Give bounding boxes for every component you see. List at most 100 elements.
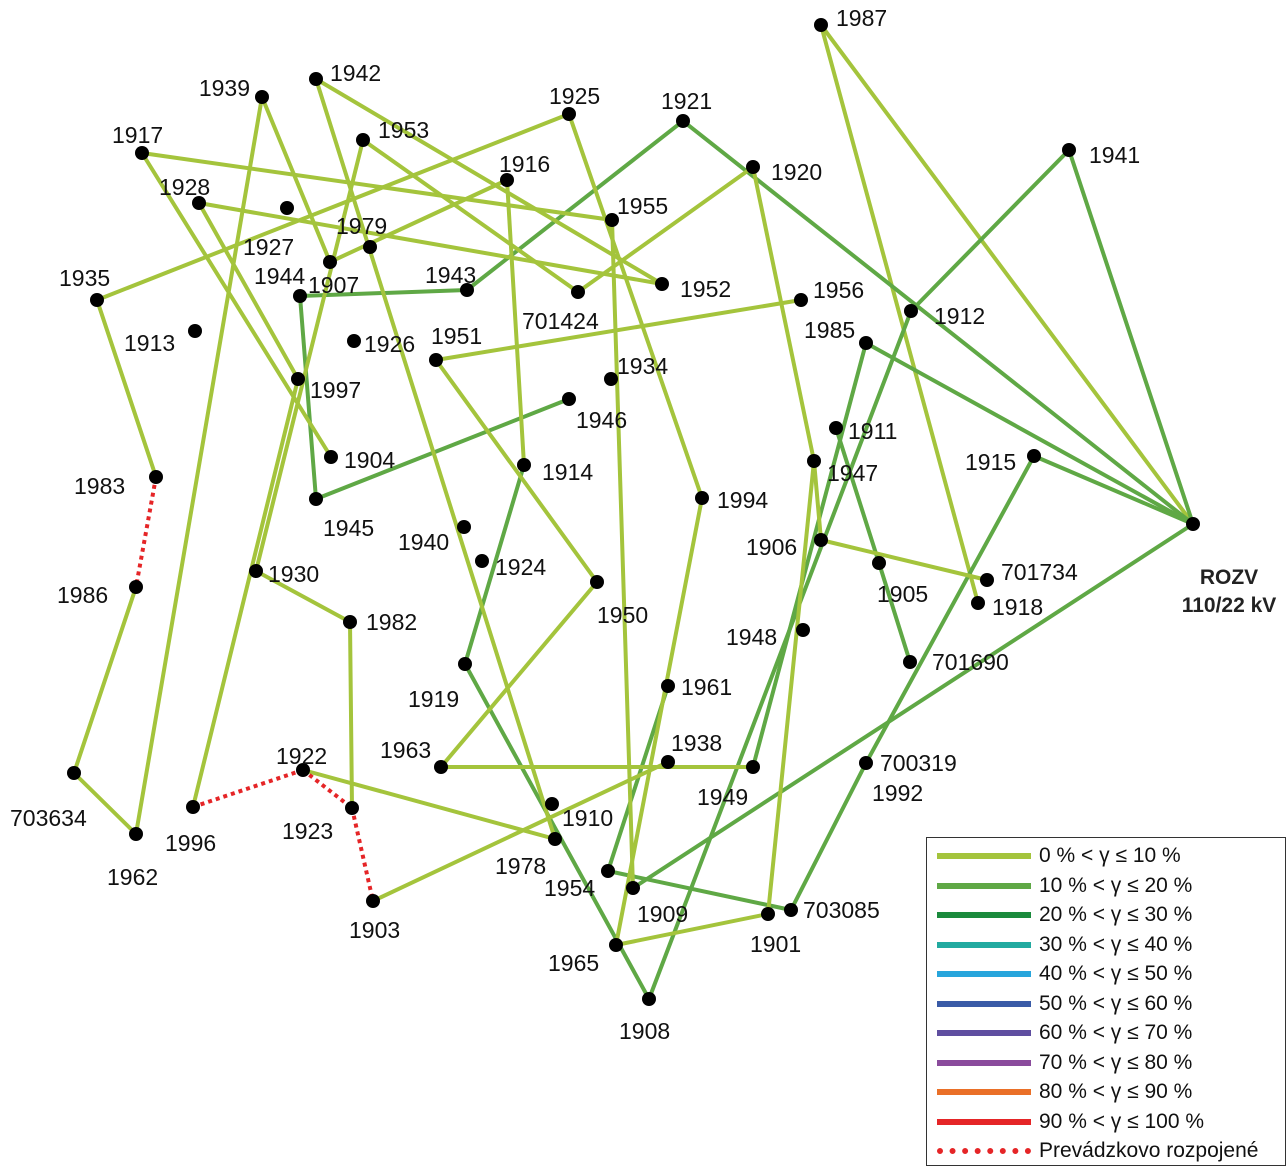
line-1956-1951 [434, 298, 803, 362]
node-1941 [1062, 143, 1076, 157]
node-701690 [903, 655, 917, 669]
line-1997-1996 [191, 377, 300, 809]
node-1919 [458, 657, 472, 671]
node-1983 [149, 470, 163, 484]
node-1982 [343, 615, 357, 629]
line-1953-701424 [361, 138, 580, 294]
line-1930-1982 [254, 569, 352, 624]
node-1994 [695, 491, 709, 505]
node-label-1944: 1944 [254, 263, 305, 289]
node-label-1994: 1994 [717, 487, 768, 513]
node-1956 [794, 293, 808, 307]
line-1942-1978 [314, 77, 557, 841]
node-label-1950: 1950 [597, 602, 648, 628]
node-label-1955: 1955 [617, 193, 668, 219]
line-1928-1952 [197, 201, 664, 286]
node-1934 [604, 372, 618, 386]
node-1930 [249, 564, 263, 578]
node-label-1924: 1924 [495, 554, 546, 580]
legend-item-60-70: 60 % < γ ≤ 70 % [937, 1018, 1192, 1048]
node-label-1913: 1913 [124, 330, 175, 356]
node-label-1917: 1917 [112, 122, 163, 148]
node-1963 [434, 760, 448, 774]
node-label-1901: 1901 [750, 931, 801, 957]
line-1947-1906 [812, 459, 823, 542]
legend-item-open: Prevádzkovo rozpojené [937, 1136, 1258, 1166]
line-1985-ROZV [864, 341, 1195, 526]
node-703634 [67, 766, 81, 780]
line-1905-701690 [877, 561, 912, 664]
node-label-1920: 1920 [771, 159, 822, 185]
line-1950-1963 [439, 580, 599, 769]
node-label-701734: 701734 [1001, 559, 1078, 585]
node-label-700319: 700319 [880, 750, 957, 776]
legend-swatch-60-70 [937, 1030, 1031, 1036]
legend-label-50-60: 50 % < γ ≤ 60 % [1039, 991, 1193, 1015]
line-ROZV-1909 [631, 522, 1195, 890]
node-label-1930: 1930 [268, 561, 319, 587]
line-1945-1946 [314, 397, 571, 501]
line-703634-1962 [72, 771, 138, 836]
legend-label-40-50: 40 % < γ ≤ 50 % [1039, 962, 1193, 985]
node-1907 [323, 255, 337, 269]
line-1944-1945 [298, 294, 318, 501]
line-1917-1904 [140, 151, 333, 459]
node-label-1910: 1910 [562, 805, 613, 831]
node-label-1919: 1919 [408, 686, 459, 712]
line-1985-1949 [751, 341, 868, 769]
node-703085 [784, 903, 798, 917]
node-1915 [1027, 449, 1041, 463]
node-1923 [345, 801, 359, 815]
line-1939-1907 [260, 95, 332, 264]
node-1939 [255, 90, 269, 104]
node-1949 [746, 760, 760, 774]
node-label-1985: 1985 [804, 317, 855, 343]
node-1903 [366, 894, 380, 908]
legend-swatch-80-90 [937, 1089, 1031, 1095]
node-label-1996: 1996 [165, 830, 216, 856]
node-label-1941: 1941 [1089, 142, 1140, 168]
node-label-1923: 1923 [282, 818, 333, 844]
node-label-1906: 1906 [746, 534, 797, 560]
line-1996-1922 [192, 768, 304, 809]
node-701424 [571, 285, 585, 299]
node-1911 [829, 421, 843, 435]
node-label-1956: 1956 [813, 277, 864, 303]
legend-item-80-90: 80 % < γ ≤ 90 % [937, 1077, 1192, 1107]
legend-swatch-90-100 [937, 1118, 1031, 1125]
node-label-703085: 703085 [803, 897, 880, 923]
node-label-1934: 1934 [617, 353, 668, 379]
line-1935-1983 [95, 298, 158, 479]
line-1978-1922 [301, 768, 557, 841]
node-label-1939: 1939 [199, 75, 250, 101]
line-1986-703634 [72, 585, 138, 775]
node-label-1986: 1986 [57, 582, 108, 608]
legend-item-20-30: 20 % < γ ≤ 30 % [937, 900, 1192, 930]
node-label-703634: 703634 [10, 805, 87, 831]
node-label-1978: 1978 [495, 853, 546, 879]
node-label-1951: 1951 [431, 323, 482, 349]
node-label-1946: 1946 [576, 407, 627, 433]
node-701734 [980, 573, 994, 587]
line-1923-1903 [350, 807, 375, 902]
line-1906-701734 [819, 538, 989, 582]
node-1948 [796, 623, 810, 637]
node-label-1940: 1940 [398, 529, 449, 555]
node-1917 [135, 146, 149, 160]
legend-label-80-90: 80 % < γ ≤ 90 % [1039, 1080, 1193, 1103]
node-1928 [192, 196, 206, 210]
node-1910 [545, 797, 559, 811]
node-1954 [601, 864, 615, 878]
node-label-1911: 1911 [848, 418, 897, 444]
legend-label-0-10: 0 % < γ ≤ 10 % [1039, 844, 1181, 867]
node-1916 [500, 173, 514, 187]
node-1913 [188, 324, 202, 338]
legend-label-10-20: 10 % < γ ≤ 20 % [1039, 873, 1193, 897]
legend-label-20-30: 20 % < γ ≤ 30 % [1039, 903, 1193, 926]
node-1965 [609, 938, 623, 952]
node-label-1925: 1925 [549, 83, 600, 109]
node-label-1945: 1945 [323, 515, 374, 541]
legend-swatch-20-30 [937, 912, 1031, 918]
node-1922 [296, 763, 310, 777]
